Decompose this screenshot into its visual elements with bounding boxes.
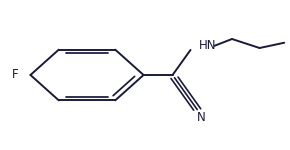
Text: F: F <box>12 69 19 81</box>
Text: HN: HN <box>199 39 216 52</box>
Text: N: N <box>197 111 206 124</box>
